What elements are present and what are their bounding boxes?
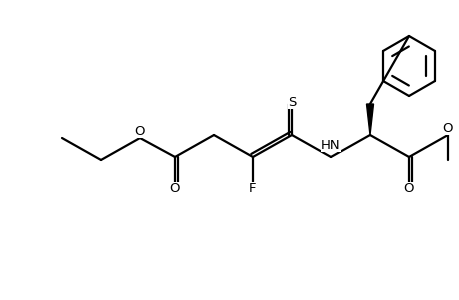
Polygon shape [366, 104, 373, 135]
Text: HN: HN [320, 139, 340, 152]
Text: O: O [169, 182, 180, 194]
Text: O: O [442, 122, 452, 134]
Text: O: O [403, 182, 414, 194]
Text: O: O [134, 124, 145, 137]
Text: F: F [249, 182, 256, 194]
Text: S: S [287, 95, 296, 109]
